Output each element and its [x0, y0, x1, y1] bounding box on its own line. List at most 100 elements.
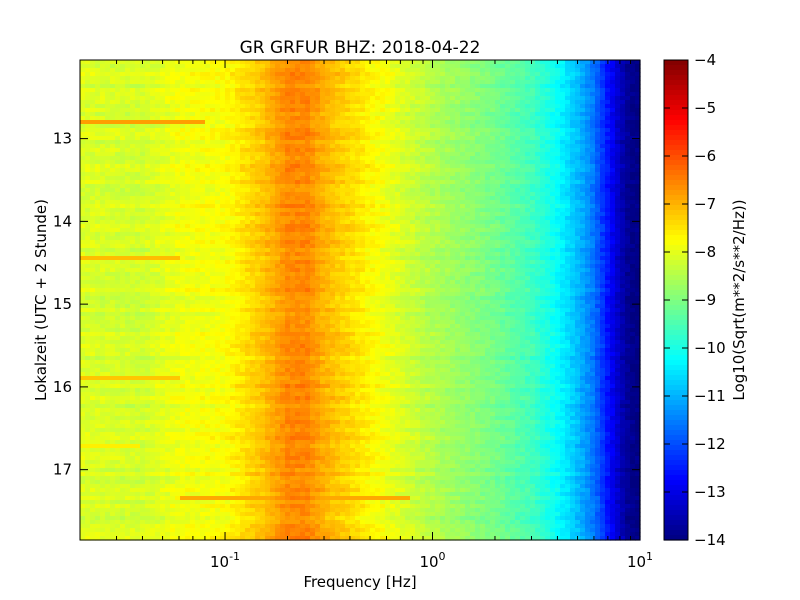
- heatmap-cell: [205, 188, 211, 193]
- heatmap-cell: [210, 228, 216, 233]
- heatmap-cell: [595, 196, 601, 201]
- heatmap-cell: [185, 184, 191, 189]
- heatmap-cell: [235, 228, 241, 233]
- heatmap-cell: [560, 96, 566, 101]
- heatmap-cell: [410, 176, 416, 181]
- heatmap-cell: [395, 224, 401, 229]
- heatmap-cell: [350, 92, 356, 97]
- heatmap-cell: [175, 164, 181, 169]
- heatmap-cell: [425, 200, 431, 205]
- heatmap-cell: [510, 160, 516, 165]
- heatmap-cell: [130, 100, 136, 105]
- heatmap-cell: [600, 100, 606, 105]
- heatmap-cell: [345, 224, 351, 229]
- heatmap-cell: [95, 116, 101, 121]
- heatmap-cell: [470, 140, 476, 145]
- heatmap-cell: [165, 228, 171, 233]
- heatmap-cell: [350, 184, 356, 189]
- heatmap-cell: [590, 132, 596, 137]
- heatmap-cell: [635, 80, 641, 85]
- heatmap-cell: [365, 84, 371, 89]
- heatmap-cell: [360, 176, 366, 181]
- heatmap-cell: [90, 192, 96, 197]
- heatmap-cell: [340, 228, 346, 233]
- heatmap-cell: [585, 100, 591, 105]
- heatmap-cell: [450, 136, 456, 141]
- heatmap-cell: [550, 148, 556, 153]
- heatmap-cell: [270, 140, 276, 145]
- heatmap-cell: [305, 100, 311, 105]
- heatmap-cell: [500, 192, 506, 197]
- heatmap-cell: [255, 96, 261, 101]
- heatmap-cell: [410, 196, 416, 201]
- heatmap-cell: [430, 224, 436, 229]
- heatmap-cell: [470, 160, 476, 165]
- heatmap-cell: [380, 224, 386, 229]
- heatmap-cell: [440, 88, 446, 93]
- heatmap-cell: [160, 68, 166, 73]
- heatmap-cell: [225, 124, 231, 129]
- heatmap-cell: [235, 220, 241, 225]
- heatmap-cell: [160, 156, 166, 161]
- heatmap-cell: [555, 88, 561, 93]
- heatmap-cell: [605, 176, 611, 181]
- heatmap-cell: [290, 184, 296, 189]
- heatmap-cell: [300, 100, 306, 105]
- heatmap-cell: [215, 156, 221, 161]
- heatmap-cell: [305, 176, 311, 181]
- heatmap-cell: [285, 212, 291, 217]
- heatmap-cell: [265, 220, 271, 225]
- heatmap-cell: [375, 108, 381, 113]
- heatmap-cell: [375, 104, 381, 109]
- heatmap-cell: [115, 80, 121, 85]
- heatmap-cell: [330, 172, 336, 177]
- heatmap-cell: [210, 232, 216, 237]
- heatmap-cell: [230, 208, 236, 213]
- heatmap-cell: [435, 176, 441, 181]
- heatmap-cell: [525, 216, 531, 221]
- heatmap-cell: [550, 112, 556, 117]
- heatmap-cell: [170, 120, 176, 125]
- heatmap-cell: [345, 120, 351, 125]
- heatmap-cell: [630, 96, 636, 101]
- heatmap-cell: [245, 120, 251, 125]
- heatmap-cell: [445, 104, 451, 109]
- heatmap-cell: [420, 144, 426, 149]
- heatmap-cell: [165, 192, 171, 197]
- heatmap-cell: [90, 208, 96, 213]
- heatmap-cell: [380, 176, 386, 181]
- heatmap-cell: [210, 200, 216, 205]
- heatmap-cell: [85, 92, 91, 97]
- heatmap-cell: [225, 204, 231, 209]
- heatmap-cell: [600, 220, 606, 225]
- heatmap-cell: [180, 84, 186, 89]
- heatmap-cell: [265, 156, 271, 161]
- heatmap-cell: [100, 192, 106, 197]
- heatmap-cell: [500, 188, 506, 193]
- heatmap-cell: [225, 172, 231, 177]
- heatmap-cell: [240, 96, 246, 101]
- heatmap-cell: [475, 224, 481, 229]
- heatmap-cell: [110, 232, 116, 237]
- heatmap-cell: [540, 212, 546, 217]
- heatmap-cell: [600, 116, 606, 121]
- heatmap-cell: [470, 208, 476, 213]
- heatmap-cell: [430, 68, 436, 73]
- heatmap-cell: [335, 140, 341, 145]
- heatmap-cell: [570, 176, 576, 181]
- heatmap-cell: [335, 136, 341, 141]
- heatmap-cell: [280, 216, 286, 221]
- heatmap-cell: [230, 188, 236, 193]
- heatmap-cell: [125, 232, 131, 237]
- heatmap-cell: [300, 192, 306, 197]
- heatmap-cell: [490, 100, 496, 105]
- heatmap-cell: [545, 104, 551, 109]
- heatmap-cell: [490, 192, 496, 197]
- heatmap-cell: [300, 212, 306, 217]
- heatmap-cell: [155, 88, 161, 93]
- heatmap-cell: [90, 104, 96, 109]
- heatmap-cell: [465, 212, 471, 217]
- heatmap-cell: [80, 80, 86, 85]
- heatmap-cell: [185, 164, 191, 169]
